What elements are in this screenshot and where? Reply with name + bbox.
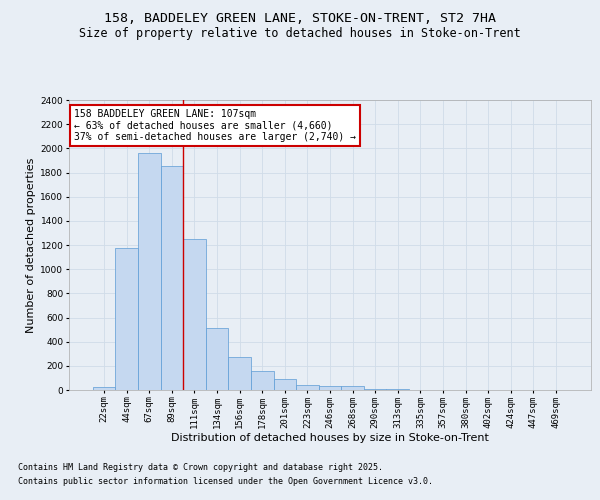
Text: Contains HM Land Registry data © Crown copyright and database right 2025.: Contains HM Land Registry data © Crown c… bbox=[18, 462, 383, 471]
Y-axis label: Number of detached properties: Number of detached properties bbox=[26, 158, 36, 332]
Bar bbox=[183, 239, 206, 390]
Text: Contains public sector information licensed under the Open Government Licence v3: Contains public sector information licen… bbox=[18, 478, 433, 486]
Bar bbox=[206, 328, 229, 390]
X-axis label: Distribution of detached houses by size in Stoke-on-Trent: Distribution of detached houses by size … bbox=[171, 434, 489, 444]
Text: 158 BADDELEY GREEN LANE: 107sqm
← 63% of detached houses are smaller (4,660)
37%: 158 BADDELEY GREEN LANE: 107sqm ← 63% of… bbox=[74, 108, 356, 142]
Bar bbox=[138, 153, 161, 390]
Bar bbox=[161, 166, 183, 390]
Text: 158, BADDELEY GREEN LANE, STOKE-ON-TRENT, ST2 7HA: 158, BADDELEY GREEN LANE, STOKE-ON-TRENT… bbox=[104, 12, 496, 26]
Bar bbox=[115, 248, 138, 390]
Bar bbox=[251, 370, 274, 390]
Bar bbox=[341, 386, 364, 390]
Bar bbox=[93, 387, 115, 390]
Bar bbox=[364, 389, 386, 390]
Bar bbox=[296, 384, 319, 390]
Bar bbox=[229, 358, 251, 390]
Bar bbox=[274, 378, 296, 390]
Text: Size of property relative to detached houses in Stoke-on-Trent: Size of property relative to detached ho… bbox=[79, 28, 521, 40]
Bar bbox=[319, 386, 341, 390]
